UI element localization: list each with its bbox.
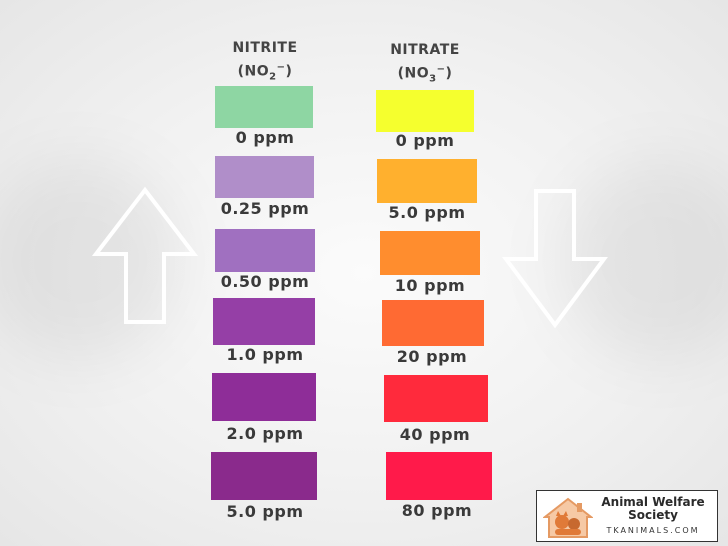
nitrite-swatch-4 — [212, 373, 316, 421]
nitrite-swatch-5 — [211, 452, 317, 500]
nitrite-label-1: 0.25 ppm — [220, 199, 310, 218]
nitrite-header: NITRITE (NO2−) — [200, 38, 330, 87]
nitrite-label-4: 2.0 ppm — [226, 424, 304, 443]
nitrate-label-1: 5.0 ppm — [388, 203, 466, 222]
nitrite-label-5: 5.0 ppm — [226, 502, 304, 521]
nitrite-label-3: 1.0 ppm — [226, 345, 304, 364]
nitrite-swatch-2 — [215, 229, 315, 272]
nitrate-swatch-0 — [376, 90, 474, 132]
nitrite-label-2: 0.50 ppm — [220, 272, 310, 291]
nitrate-label-3: 20 ppm — [396, 347, 468, 366]
nitrite-label-0: 0 ppm — [235, 128, 295, 147]
animal-welfare-society-logo: Animal Welfare Society TKANIMALS.COM — [536, 490, 718, 542]
nitrite-swatch-1 — [215, 156, 314, 198]
nitrate-swatch-1 — [377, 159, 477, 203]
nitrate-label-2: 10 ppm — [394, 276, 466, 295]
nitrate-label-4: 40 ppm — [399, 425, 471, 444]
nitrate-swatch-2 — [380, 231, 480, 275]
house-pets-icon — [543, 497, 593, 538]
nitrate-label-0: 0 ppm — [395, 131, 455, 150]
arrow-up-icon — [91, 186, 199, 324]
nitrate-label-5: 80 ppm — [401, 501, 473, 520]
nitrate-swatch-5 — [386, 452, 492, 500]
nitrite-swatch-0 — [215, 86, 313, 128]
nitrite-title: NITRITE — [232, 40, 298, 56]
nitrate-header: NITRATE (NO3−) — [360, 40, 490, 89]
nitrite-swatch-3 — [213, 298, 315, 345]
nitrate-swatch-4 — [384, 375, 488, 422]
nitrate-swatch-3 — [382, 300, 484, 346]
logo-url: TKANIMALS.COM — [606, 526, 700, 535]
arrow-down-icon — [502, 189, 608, 329]
logo-name: Animal Welfare Society — [601, 495, 705, 522]
nitrate-formula: (NO3−) — [397, 64, 453, 85]
nitrate-title: NITRATE — [390, 42, 460, 58]
nitrite-formula: (NO2−) — [237, 62, 293, 83]
